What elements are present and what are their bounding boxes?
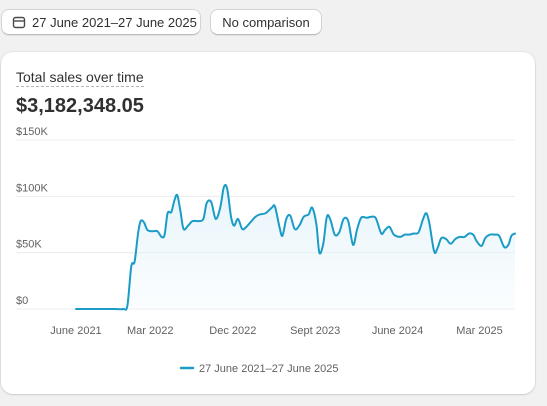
comparison-button[interactable]: No comparison bbox=[210, 9, 322, 35]
x-tick-label: June 2024 bbox=[372, 325, 423, 337]
series-line bbox=[75, 183, 516, 311]
series-area bbox=[76, 184, 515, 310]
comparison-label: No comparison bbox=[222, 14, 310, 30]
legend-label: 27 June 2021–27 June 2025 bbox=[199, 363, 338, 375]
x-tick-label: Mar 2022 bbox=[127, 325, 173, 337]
y-tick-label: $0 bbox=[16, 295, 28, 307]
x-tick-label: Dec 2022 bbox=[209, 325, 256, 337]
total-sales-value: $3,182,348.05 bbox=[16, 95, 144, 117]
x-tick-label: Sept 2023 bbox=[290, 325, 340, 337]
calendar-icon bbox=[12, 16, 26, 29]
x-tick-label: Mar 2025 bbox=[456, 325, 502, 337]
date-range-button[interactable]: 27 June 2021–27 June 2025 bbox=[1, 9, 201, 35]
x-tick-label: June 2021 bbox=[50, 325, 101, 337]
card-title[interactable]: Total sales over time bbox=[16, 69, 144, 87]
date-range-label: 27 June 2021–27 June 2025 bbox=[32, 14, 197, 30]
sales-chart: $0 $50K $100K $150K June 2021 Mar 2022 Dec 202… bbox=[16, 126, 516, 375]
y-tick-label: $100K bbox=[16, 182, 48, 194]
y-tick-label: $150K bbox=[16, 126, 48, 138]
y-tick-label: $50K bbox=[16, 239, 42, 251]
sales-chart-card: Total sales over time $3,182,348.05 $0 $5… bbox=[1, 52, 535, 394]
